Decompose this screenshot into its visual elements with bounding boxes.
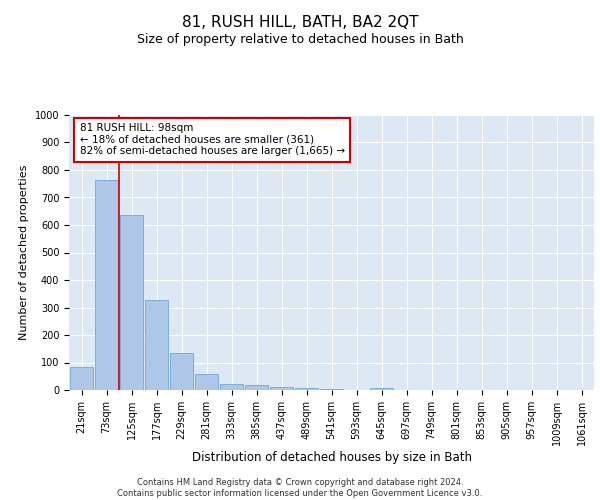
Bar	[70, 366, 93, 390]
Text: 81, RUSH HILL, BATH, BA2 2QT: 81, RUSH HILL, BATH, BA2 2QT	[182, 15, 418, 30]
Bar	[195, 374, 218, 390]
Bar	[220, 384, 243, 390]
Bar	[245, 385, 268, 390]
Bar	[270, 386, 293, 390]
Bar	[320, 388, 343, 390]
Text: Size of property relative to detached houses in Bath: Size of property relative to detached ho…	[137, 32, 463, 46]
Bar	[95, 180, 118, 390]
Bar	[170, 353, 193, 390]
Bar	[370, 388, 393, 390]
X-axis label: Distribution of detached houses by size in Bath: Distribution of detached houses by size …	[191, 450, 472, 464]
Y-axis label: Number of detached properties: Number of detached properties	[19, 165, 29, 340]
Bar	[145, 300, 168, 390]
Bar	[295, 388, 318, 390]
Text: Contains HM Land Registry data © Crown copyright and database right 2024.
Contai: Contains HM Land Registry data © Crown c…	[118, 478, 482, 498]
Bar	[120, 214, 143, 390]
Text: 81 RUSH HILL: 98sqm
← 18% of detached houses are smaller (361)
82% of semi-detac: 81 RUSH HILL: 98sqm ← 18% of detached ho…	[79, 123, 344, 156]
